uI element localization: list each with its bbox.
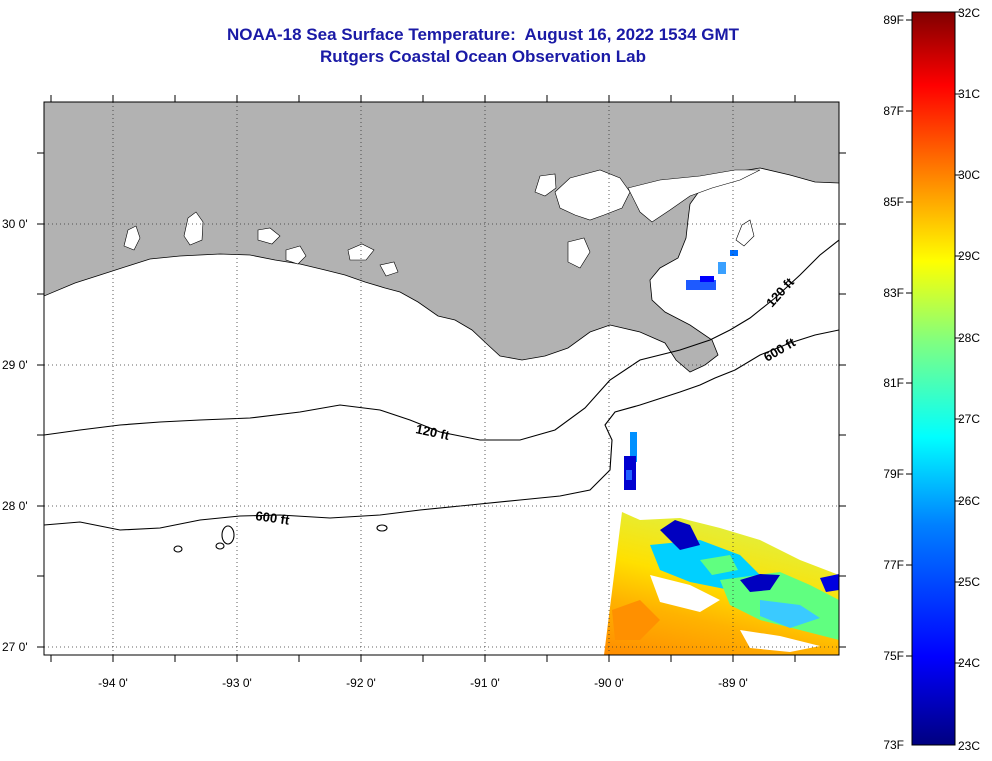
lat-label-28: 28 0' (2, 499, 28, 513)
graticule (44, 102, 839, 655)
map-ticks (37, 95, 846, 662)
cb-f-81: 81F (883, 376, 904, 390)
lon-label-90: -90 0' (594, 676, 624, 690)
cb-f-73: 73F (883, 738, 904, 752)
lon-label-89: -89 0' (718, 676, 748, 690)
cb-f-87: 87F (883, 104, 904, 118)
isobath-contours (44, 239, 839, 553)
cb-f-77: 77F (883, 558, 904, 572)
cb-c-32: 32C (958, 6, 980, 20)
cb-c-28: 28C (958, 331, 980, 345)
cb-c-26: 26C (958, 494, 980, 508)
land-mass (44, 102, 839, 373)
cb-f-75: 75F (883, 649, 904, 663)
lat-label-27: 27 0' (2, 640, 28, 654)
cb-c-27: 27C (958, 412, 980, 426)
sst-swath (604, 512, 839, 655)
lat-label-30: 30 0' (2, 217, 28, 231)
cb-f-85: 85F (883, 195, 904, 209)
inland-lakes (123, 169, 761, 277)
lat-label-29: 29 0' (2, 358, 28, 372)
sst-patches-delta (686, 250, 738, 290)
map-frame (43, 101, 840, 656)
cb-f-83: 83F (883, 286, 904, 300)
map-title: NOAA-18 Sea Surface Temperature: August … (226, 25, 740, 44)
cb-f-79: 79F (883, 467, 904, 481)
lon-label-91: -91 0' (470, 676, 500, 690)
cb-c-23: 23C (958, 739, 980, 753)
cb-f-89: 89F (883, 13, 904, 27)
cb-c-24: 24C (958, 656, 980, 670)
sst-strip (624, 432, 637, 490)
cb-c-29: 29C (958, 249, 980, 263)
contour-label-120-west: 120 ft (414, 421, 451, 443)
lon-label-94: -94 0' (98, 676, 128, 690)
contour-label-600-west: 600 ft (255, 508, 291, 528)
cb-c-25: 25C (958, 575, 980, 589)
map-subtitle: Rutgers Coastal Ocean Observation Lab (320, 47, 646, 66)
lon-label-92: -92 0' (346, 676, 376, 690)
colorbar (911, 11, 956, 746)
title-block: NOAA-18 Sea Surface Temperature: August … (0, 24, 966, 68)
lon-label-93: -93 0' (222, 676, 252, 690)
colorbar-ticks (906, 11, 961, 664)
cb-c-30: 30C (958, 168, 980, 182)
cb-c-31: 31C (958, 87, 980, 101)
